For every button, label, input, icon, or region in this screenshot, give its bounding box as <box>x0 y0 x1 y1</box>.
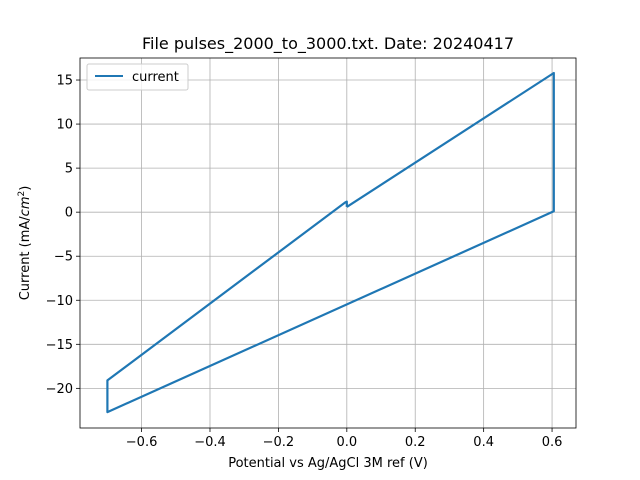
plot-frame <box>79 57 577 429</box>
x-tick-label: −0.4 <box>194 435 226 450</box>
x-axis-ticks: −0.6 −0.4 −0.2 0.0 0.2 0.4 0.6 <box>126 428 563 450</box>
legend-box <box>86 63 189 91</box>
y-tick-label: 15 <box>56 74 73 89</box>
x-tick-label: −0.2 <box>263 435 295 450</box>
y-axis-label: Current (mA/cm2) <box>17 186 33 301</box>
x-tick-label: −0.6 <box>126 435 158 450</box>
y-axis-label-unit: cm <box>18 197 33 217</box>
y-tick-label: −20 <box>46 382 73 397</box>
legend: current <box>86 63 189 91</box>
x-axis-label: Potential vs Ag/AgCl 3M ref (V) <box>228 456 428 471</box>
y-axis-label-exponent: 2 <box>17 191 27 197</box>
y-tick-label: −15 <box>46 338 73 353</box>
x-tick-label: 0.4 <box>473 435 494 450</box>
series-layer <box>106 71 555 414</box>
y-tick-label: −10 <box>46 294 73 309</box>
y-axis-label-suffix: ) <box>18 186 33 191</box>
y-tick-label: 10 <box>56 118 73 133</box>
y-tick-label: 0 <box>65 206 73 221</box>
series-line-current <box>106 71 555 414</box>
y-axis-label-prefix: Current (mA/ <box>18 216 33 301</box>
y-tick-label: −5 <box>54 250 73 265</box>
chart-title: File pulses_2000_to_3000.txt. Date: 2024… <box>142 34 514 54</box>
y-axis-ticks: 15 10 5 0 −5 −10 −15 −20 <box>46 74 80 397</box>
legend-label-current: current <box>132 70 179 85</box>
x-tick-label: 0.2 <box>405 435 426 450</box>
x-tick-label: 0.0 <box>336 435 357 450</box>
y-tick-label: 5 <box>65 162 73 177</box>
x-tick-label: 0.6 <box>542 435 563 450</box>
